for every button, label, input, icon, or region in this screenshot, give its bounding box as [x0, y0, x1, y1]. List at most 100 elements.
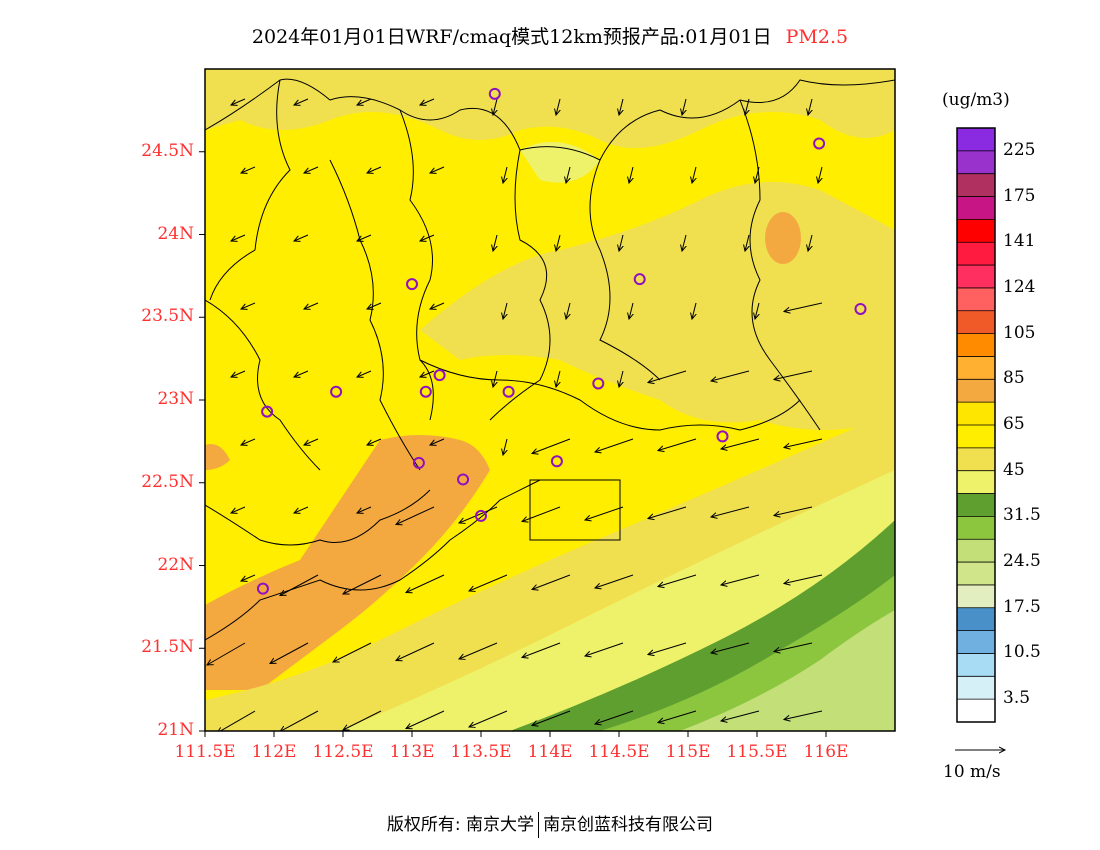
- wind-arrow: [503, 302, 507, 319]
- lat-label: 24.5N: [141, 140, 194, 161]
- colorbar-swatch: [957, 196, 995, 220]
- wind-arrow: [556, 98, 560, 115]
- wind-arrow: [367, 438, 382, 445]
- colorbar-swatch: [957, 584, 995, 609]
- wind-arrow: [367, 302, 382, 309]
- station-marker: [550, 455, 563, 468]
- colorbar-label: 45: [1003, 459, 1025, 480]
- colorbar-swatch: [957, 219, 995, 243]
- wind-arrow: [566, 166, 570, 183]
- colorbar-swatch: [957, 539, 995, 563]
- wind-arrow: [357, 506, 372, 513]
- colorbar-unit: (ug/m3): [942, 90, 1010, 110]
- wind-arrow: [357, 370, 372, 377]
- wind-arrow: [721, 438, 760, 449]
- wind-arrow: [294, 370, 309, 377]
- wind-arrow: [585, 642, 624, 656]
- lat-label: 21N: [157, 720, 194, 740]
- colorbar-swatch: [957, 425, 995, 449]
- wind-arrow: [357, 98, 372, 105]
- colorbar-swatch: [957, 653, 995, 677]
- wind-arrow: [808, 234, 812, 251]
- title-main: 2024年01月01日WRF/cmaq模式12km预报产品:01月01日: [251, 26, 772, 48]
- colorbar-swatch: [957, 699, 995, 723]
- footer-divider: [538, 812, 540, 838]
- wind-arrow: [420, 234, 435, 241]
- wind-arrow: [459, 642, 498, 659]
- colorbar-label: 225: [1003, 139, 1036, 160]
- colorbar-label: 3.5: [1003, 688, 1031, 709]
- colorbar-label: 65: [1003, 414, 1025, 434]
- wind-arrow: [522, 506, 561, 522]
- wind-arrow: [469, 710, 508, 727]
- wind-arrow: [231, 370, 246, 377]
- wind-arrow: [280, 710, 319, 731]
- wind-arrow: [217, 710, 256, 731]
- colorbar-swatch: [957, 493, 995, 517]
- station-marker: [502, 385, 515, 398]
- colorbar-swatch: [957, 242, 995, 266]
- lat-label: 24N: [157, 223, 194, 244]
- colorbar-swatch: [957, 516, 995, 540]
- lat-label: 21.5N: [141, 637, 194, 658]
- level-85-coastal-area: [205, 435, 490, 690]
- colorbar-label: 85: [1003, 368, 1025, 389]
- wind-arrow: [241, 166, 256, 173]
- wind-arrow: [430, 438, 445, 445]
- wind-arrow: [294, 506, 309, 513]
- colorbar-swatch: [957, 265, 995, 289]
- wind-arrow: [430, 166, 445, 173]
- chart-title: 2024年01月01日WRF/cmaq模式12km预报产品:01月01日 PM2.…: [0, 22, 1100, 49]
- colorbar-label: 31.5: [1003, 505, 1041, 526]
- colorbar-swatch: [957, 287, 995, 312]
- wind-arrow: [430, 302, 445, 309]
- wind-arrow: [692, 166, 696, 183]
- wind-arrow: [493, 98, 497, 115]
- colorbar-swatch: [957, 562, 995, 586]
- wind-arrow: [343, 710, 382, 730]
- copyright-left: 版权所有: 南京大学: [386, 815, 535, 835]
- lon-label: 116E: [803, 742, 849, 762]
- wind-arrow: [784, 438, 823, 448]
- monitoring-stations: [256, 87, 867, 595]
- wind-arrow: [774, 506, 813, 516]
- wind-arrow: [207, 642, 246, 665]
- axis-ticks: [199, 151, 827, 737]
- level-45-area-north: [205, 69, 895, 148]
- wind-arrow: [493, 234, 497, 251]
- wind-arrow: [774, 642, 813, 652]
- wind-arrow: [682, 234, 686, 251]
- colorbar-swatch: [957, 676, 995, 700]
- wind-arrow: [658, 574, 697, 587]
- colorbar-swatch: [957, 356, 995, 380]
- lon-label: 111.5E: [174, 742, 236, 762]
- colorbar-swatch: [957, 402, 995, 426]
- wind-vectors: [207, 98, 823, 731]
- wind-arrow: [294, 98, 309, 105]
- wind-arrow: [648, 642, 687, 655]
- lon-label: 114E: [527, 742, 573, 762]
- colorbar-label: 24.5: [1003, 551, 1041, 572]
- wind-arrow: [270, 642, 309, 664]
- wind-arrow: [619, 98, 623, 115]
- wind-arrow: [367, 166, 382, 173]
- wind-arrow: [420, 98, 435, 105]
- wind-arrow: [304, 166, 319, 173]
- level-17-5-offshore: [680, 610, 895, 731]
- wind-arrow: [294, 234, 309, 241]
- station-marker: [256, 582, 269, 595]
- wind-arrow: [755, 166, 759, 183]
- lon-label: 115E: [665, 742, 711, 762]
- station-marker: [419, 385, 432, 398]
- wind-arrow: [469, 574, 508, 591]
- colorbar-label: 10.5: [1003, 642, 1041, 663]
- wind-arrow: [711, 370, 750, 381]
- colorbar-swatch: [957, 470, 995, 495]
- wind-arrow: [619, 234, 623, 251]
- wind-arrow: [711, 642, 750, 653]
- wind-arrow: [280, 574, 319, 596]
- wind-arrow: [406, 574, 445, 593]
- station-marker: [412, 456, 425, 469]
- wind-arrow: [241, 438, 256, 445]
